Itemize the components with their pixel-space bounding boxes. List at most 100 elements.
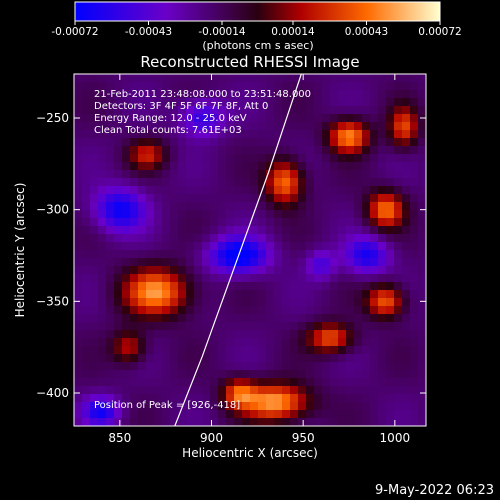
heatmap-cell xyxy=(410,266,419,275)
x-axis: 850 900 950 1000 xyxy=(108,74,410,445)
heatmap-cell xyxy=(146,250,155,259)
heatmap-cell xyxy=(194,154,203,163)
heatmap-cell xyxy=(186,378,195,387)
heatmap-cell xyxy=(106,298,115,307)
heatmap-cell xyxy=(282,154,291,163)
heatmap-cell xyxy=(226,106,235,115)
heatmap-cell xyxy=(386,130,395,139)
heatmap-cell xyxy=(306,234,315,243)
heatmap-cell xyxy=(90,106,99,115)
heatmap-cell xyxy=(242,218,251,227)
heatmap-cell xyxy=(106,146,115,155)
heatmap-cell xyxy=(218,106,227,115)
colorbar-units: (photons cm-2 s-1 asec-2) xyxy=(202,39,313,52)
heatmap-cell xyxy=(298,402,307,411)
heatmap-cell xyxy=(74,386,83,395)
heatmap-cell xyxy=(114,306,123,315)
heatmap-cell xyxy=(242,186,251,195)
heatmap-cell xyxy=(202,218,211,227)
heatmap-cell xyxy=(114,178,123,187)
heatmap-cell xyxy=(370,90,379,99)
heatmap-cell xyxy=(186,146,195,155)
heatmap-cell xyxy=(90,258,99,267)
heatmap-cell xyxy=(234,90,243,99)
heatmap-cell xyxy=(170,162,179,171)
x-tick-label: 850 xyxy=(108,431,131,445)
heatmap-cell xyxy=(330,322,339,331)
heatmap-cell xyxy=(306,170,315,179)
heatmap-cell xyxy=(338,130,347,139)
heatmap-cell xyxy=(122,162,131,171)
heatmap-cell xyxy=(202,186,211,195)
heatmap-cell xyxy=(290,146,299,155)
heatmap-cell xyxy=(354,386,363,395)
heatmap-cell xyxy=(402,202,411,211)
heatmap-cell xyxy=(346,354,355,363)
heatmap-cell xyxy=(82,90,91,99)
heatmap-cell xyxy=(410,114,419,123)
heatmap-cell xyxy=(410,170,419,179)
heatmap-cell xyxy=(170,114,179,123)
heatmap-cell xyxy=(418,98,426,107)
heatmap-cell xyxy=(154,146,163,155)
heatmap-cell xyxy=(258,418,267,426)
heatmap-cell xyxy=(274,258,283,267)
heatmap-cell xyxy=(234,170,243,179)
heatmap-cell xyxy=(186,418,195,426)
heatmap-cell xyxy=(386,298,395,307)
heatmap-cell xyxy=(394,322,403,331)
heatmap-cell xyxy=(130,226,139,235)
heatmap-cell xyxy=(82,130,91,139)
heatmap-cell xyxy=(154,90,163,99)
heatmap-cell xyxy=(234,322,243,331)
y-axis: −250−300−350−400 xyxy=(36,111,426,400)
heatmap-cell xyxy=(330,306,339,315)
heatmap-cell xyxy=(250,394,259,403)
heatmap-cell xyxy=(138,218,147,227)
heatmap-cell xyxy=(138,234,147,243)
heatmap-cell xyxy=(170,402,179,411)
heatmap-cell xyxy=(370,130,379,139)
heatmap-cell xyxy=(218,290,227,299)
heatmap-cell xyxy=(130,306,139,315)
heatmap-cell xyxy=(298,282,307,291)
heatmap-cell xyxy=(394,370,403,379)
heatmap-cell xyxy=(282,234,291,243)
heatmap-cell xyxy=(418,242,426,251)
heatmap-cell xyxy=(250,242,259,251)
heatmap-cell xyxy=(402,314,411,323)
heatmap-cell xyxy=(74,250,83,259)
heatmap-cell xyxy=(130,178,139,187)
heatmap-cell xyxy=(346,410,355,419)
heatmap-cell xyxy=(90,378,99,387)
heatmap-cell xyxy=(98,306,107,315)
heatmap-cell xyxy=(138,210,147,219)
heatmap-cell xyxy=(394,250,403,259)
heatmap-cell xyxy=(210,130,219,139)
heatmap-cell xyxy=(362,194,371,203)
heatmap-cell xyxy=(346,130,355,139)
heatmap-cell xyxy=(154,130,163,139)
heatmap-cell xyxy=(250,162,259,171)
heatmap-cell xyxy=(210,186,219,195)
heatmap-cell xyxy=(362,250,371,259)
heatmap-cell xyxy=(290,114,299,123)
heatmap-cell xyxy=(98,146,107,155)
heatmap-cell xyxy=(210,170,219,179)
heatmap-cell xyxy=(226,378,235,387)
heatmap-cell xyxy=(394,234,403,243)
heatmap-cell xyxy=(170,178,179,187)
heatmap-cell xyxy=(226,122,235,131)
heatmap-cell xyxy=(178,378,187,387)
heatmap-cell xyxy=(250,90,259,99)
heatmap-cell xyxy=(138,282,147,291)
heatmap-cell xyxy=(234,122,243,131)
heatmap-cell xyxy=(138,138,147,147)
heatmap-cell xyxy=(74,354,83,363)
heatmap-cell xyxy=(330,98,339,107)
heatmap-cell xyxy=(74,330,83,339)
heatmap-cell xyxy=(234,138,243,147)
heatmap-cell xyxy=(74,162,83,171)
heatmap-cell xyxy=(346,154,355,163)
heatmap-cell xyxy=(354,298,363,307)
